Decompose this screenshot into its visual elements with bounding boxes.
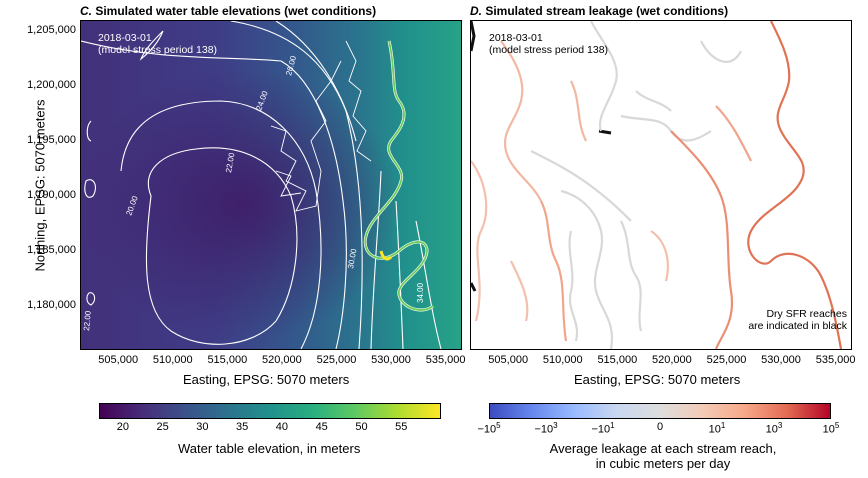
svg-text:22.00: 22.00 — [82, 310, 93, 331]
y-tick-label: 1,185,000 — [27, 244, 76, 256]
stream-leakage-map — [471, 21, 843, 349]
water-table-heatmap: 20.00 22.00 24.00 26.00 30.00 34.00 22.0… — [81, 21, 461, 349]
water-table-colorbar — [99, 403, 441, 419]
leakage-tick-label: 105 — [811, 421, 851, 436]
x-tick-label: 505,000 — [98, 354, 139, 366]
dry-note-line2: are indicated in black — [748, 320, 847, 332]
panel-c-stress: (model stress period 138) — [98, 44, 218, 56]
leakage-tick-exponent: 3 — [553, 421, 558, 430]
leakage-colorbar — [489, 403, 831, 419]
leakage-tick-exponent: 5 — [496, 421, 501, 430]
y-tick-label: 1,200,000 — [27, 79, 76, 91]
colorbar-tick-label: 55 — [395, 421, 408, 433]
panel-c-date: 2018-03-01 — [98, 32, 152, 44]
neutral-reaches — [530, 21, 742, 349]
leakage-tick-base: 10 — [765, 423, 778, 436]
panel-c-x-label: Easting, EPSG: 5070 meters — [183, 372, 350, 387]
panel-d-x-label: Easting, EPSG: 5070 meters — [574, 372, 741, 387]
leakage-tick-exponent: 5 — [834, 421, 840, 430]
x-tick-label: 525,000 — [706, 354, 747, 366]
panel-c-title: C. Simulated water table elevations (wet… — [80, 4, 376, 18]
leakage-tick-exponent: 1 — [720, 421, 726, 430]
x-tick-label: 520,000 — [652, 354, 692, 366]
x-tick-label: 510,000 — [542, 354, 583, 366]
x-tick-label: 515,000 — [207, 354, 248, 366]
river-channel — [363, 40, 434, 312]
panel-c-letter: C. — [80, 4, 92, 18]
leakage-tick-base: −10 — [534, 423, 554, 436]
svg-text:30.00: 30.00 — [346, 248, 358, 270]
leakage-tick-exponent: 3 — [777, 421, 783, 430]
leakage-tick-base: −10 — [477, 423, 497, 436]
panel-c-map: 20.00 22.00 24.00 26.00 30.00 34.00 22.0… — [80, 20, 462, 350]
leakage-label-line2: in cubic meters per day — [595, 456, 731, 471]
x-tick-label: 510,000 — [152, 354, 193, 366]
colorbar-tick-label: 50 — [355, 421, 368, 433]
x-tick-label: 520,000 — [262, 354, 302, 366]
leakage-tick-base: 10 — [708, 423, 721, 436]
dry-reach-note: Dry SFR reaches are indicated in black — [748, 308, 847, 332]
panel-d-title-text: Simulated stream leakage (wet conditions… — [485, 4, 729, 18]
y-tick-label: 1,205,000 — [27, 24, 76, 36]
x-tick-label: 525,000 — [316, 354, 357, 366]
fine-contours — [270, 40, 372, 212]
y-tick-label: 1,190,000 — [27, 189, 76, 201]
leakage-tick-base: 10 — [822, 423, 835, 436]
panel-d-map: 2018-03-01 (model stress period 138) Dry… — [470, 20, 852, 350]
leakage-tick-label: −103 — [526, 421, 566, 436]
leakage-colorbar-label: Average leakage at each stream reach, in… — [538, 441, 788, 471]
leakage-tick-base: −10 — [591, 423, 611, 436]
y-axis-label: Northing, EPSG: 5070 meters — [32, 99, 48, 272]
panel-d-letter: D. — [470, 4, 482, 18]
panel-d-title: D. Simulated stream leakage (wet conditi… — [470, 4, 728, 18]
x-tick-label: 535,000 — [815, 354, 856, 366]
contour-lines — [81, 21, 442, 349]
dry-reaches — [471, 21, 612, 292]
panel-d-stress: (model stress period 138) — [489, 44, 609, 56]
x-tick-label: 530,000 — [761, 354, 801, 366]
svg-text:34.00: 34.00 — [416, 282, 425, 303]
colorbar-tick-label: 45 — [315, 421, 328, 433]
y-tick-label: 1,195,000 — [27, 134, 76, 146]
leakage-tick-label: 101 — [697, 421, 737, 436]
x-tick-label: 515,000 — [597, 354, 638, 366]
colorbar-tick-label: 25 — [156, 421, 169, 433]
gaining-reaches — [471, 21, 843, 349]
water-table-colorbar-label: Water table elevation, in meters — [178, 441, 361, 456]
x-tick-label: 535,000 — [425, 354, 466, 366]
svg-text:22.00: 22.00 — [224, 152, 236, 174]
x-tick-label: 505,000 — [488, 354, 529, 366]
leakage-tick-label: 103 — [754, 421, 794, 436]
panel-c-inset: 2018-03-01 (model stress period 138) — [98, 32, 217, 56]
y-tick-label: 1,180,000 — [27, 299, 76, 311]
panel-d-inset: 2018-03-01 (model stress period 138) — [489, 32, 608, 56]
leakage-tick-label: −101 — [583, 421, 623, 436]
leakage-tick-base: 0 — [656, 421, 664, 433]
panel-d-date: 2018-03-01 — [489, 32, 543, 44]
colorbar-tick-label: 35 — [236, 421, 249, 433]
panel-c-title-text: Simulated water table elevations (wet co… — [95, 4, 377, 18]
x-tick-label: 530,000 — [371, 354, 411, 366]
dry-note-line1: Dry SFR reaches — [766, 308, 847, 320]
colorbar-tick-label: 30 — [196, 421, 209, 433]
colorbar-tick-label: 40 — [275, 421, 289, 433]
colorbar-tick-label: 20 — [116, 421, 129, 433]
leakage-label-line1: Average leakage at each stream reach, — [549, 441, 777, 456]
leakage-tick-label: −105 — [469, 421, 509, 436]
leakage-tick-label: 0 — [640, 421, 680, 433]
leakage-tick-exponent: 1 — [610, 421, 615, 430]
